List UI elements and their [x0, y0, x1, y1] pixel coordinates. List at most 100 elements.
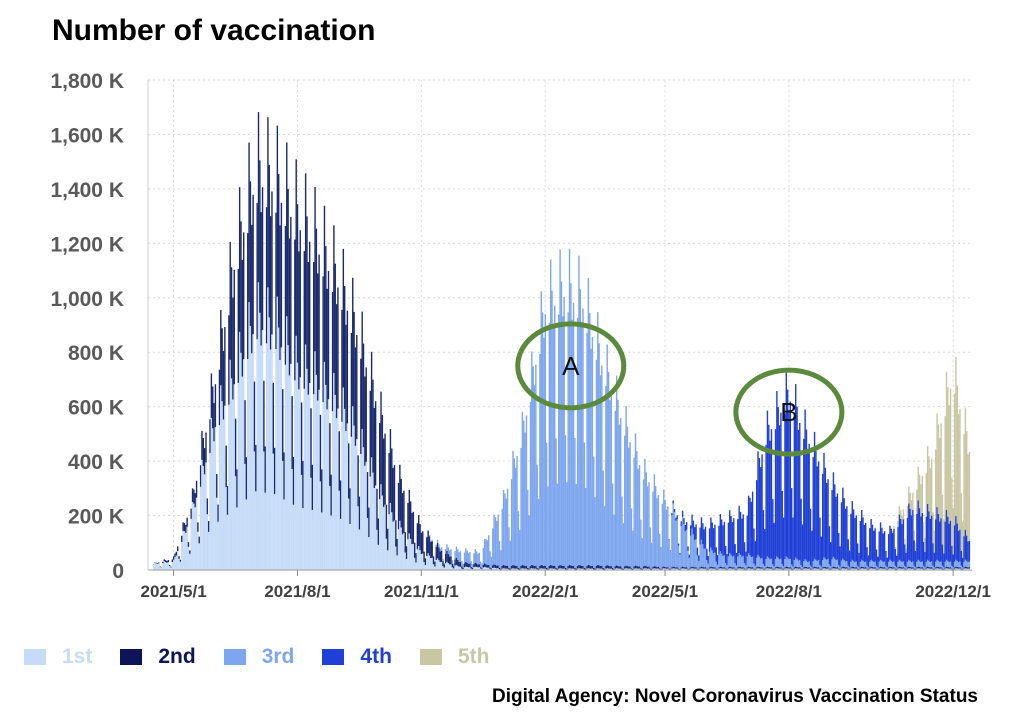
bar-5th	[890, 527, 893, 529]
bar-1st	[391, 512, 393, 570]
bar-1st	[766, 568, 769, 570]
bar-1st	[957, 568, 960, 570]
bar-3rd	[867, 567, 870, 570]
bar-4th	[735, 552, 738, 566]
bar-2nd	[191, 488, 194, 502]
bar-4th	[901, 524, 903, 562]
bar-4th	[677, 543, 680, 546]
bar-3rd	[510, 479, 513, 566]
bar-2nd	[819, 568, 821, 570]
bar-2nd	[567, 565, 569, 569]
bar-1st	[719, 568, 722, 570]
x-tick-label: 2021/5/1	[140, 582, 206, 601]
bar-1st	[901, 568, 903, 570]
bar-1st	[352, 406, 354, 570]
bar-2nd	[551, 565, 553, 569]
bar-2nd	[203, 448, 206, 475]
bar-2nd	[578, 564, 580, 569]
bar-2nd	[571, 565, 573, 569]
bar-3rd	[547, 486, 549, 569]
bar-1st	[354, 445, 357, 570]
bar-3rd	[593, 456, 595, 568]
bar-1st	[234, 476, 237, 570]
bar-4th	[843, 498, 845, 560]
bar-3rd	[889, 559, 891, 567]
bar-1st	[710, 568, 712, 570]
bar-2nd	[466, 562, 468, 567]
bar-1st	[199, 486, 202, 570]
bar-2nd	[595, 565, 598, 569]
bar-2nd	[181, 535, 183, 542]
bar-2nd	[391, 448, 393, 513]
bar-3rd	[860, 559, 863, 567]
bar-1st	[255, 491, 257, 570]
bar-3rd	[622, 523, 625, 569]
bar-3rd	[552, 324, 555, 566]
bar-2nd	[535, 565, 537, 569]
bar-3rd	[586, 332, 588, 566]
bar-1st	[926, 568, 929, 570]
bar-2nd	[484, 563, 486, 567]
bar-3rd	[788, 559, 790, 568]
bar-4th	[720, 519, 723, 554]
bar-4th	[690, 525, 692, 536]
bar-3rd	[953, 561, 956, 568]
bar-4th	[764, 529, 766, 567]
bar-2nd	[712, 567, 715, 569]
bar-3rd	[960, 565, 963, 569]
bar-3rd	[677, 545, 680, 569]
bar-1st	[520, 568, 522, 570]
bar-2nd	[500, 568, 502, 570]
bar-2nd	[838, 568, 840, 570]
bar-4th	[931, 515, 933, 562]
bar-3rd	[961, 567, 964, 570]
bar-2nd	[372, 379, 374, 473]
bar-1st	[156, 563, 159, 570]
bar-2nd	[611, 568, 614, 570]
bar-2nd	[327, 271, 330, 400]
bar-2nd	[416, 523, 419, 550]
bar-3rd	[839, 566, 841, 570]
bar-2nd	[506, 565, 509, 569]
bar-3rd	[501, 508, 503, 566]
bar-2nd	[638, 566, 641, 569]
bar-2nd	[415, 553, 417, 563]
bar-2nd	[586, 565, 588, 569]
bar-4th	[959, 529, 961, 562]
x-axis	[147, 80, 972, 571]
bar-2nd	[615, 565, 618, 569]
bar-1st	[605, 568, 607, 570]
bar-2nd	[558, 565, 560, 569]
bar-2nd	[490, 568, 493, 570]
bar-3rd	[901, 561, 903, 568]
bar-2nd	[625, 565, 627, 569]
bar-1st	[737, 568, 739, 570]
bar-5th	[926, 446, 929, 504]
bar-2nd	[187, 542, 190, 547]
bar-2nd	[598, 565, 600, 569]
bar-4th	[966, 535, 968, 561]
bar-3rd	[564, 435, 567, 568]
bar-1st	[597, 568, 599, 570]
bar-3rd	[591, 337, 594, 566]
bar-3rd	[681, 517, 684, 567]
bar-4th	[883, 531, 886, 562]
bar-3rd	[948, 561, 950, 568]
bar-2nd	[725, 568, 727, 570]
bar-4th	[924, 551, 926, 568]
bar-1st	[607, 568, 610, 570]
bar-3rd	[851, 559, 853, 567]
bar-5th	[921, 475, 923, 513]
bar-1st	[478, 567, 481, 570]
bar-3rd	[865, 561, 867, 568]
bar-3rd	[473, 553, 475, 565]
bar-1st	[423, 562, 425, 570]
bar-3rd	[497, 514, 499, 566]
bar-3rd	[692, 534, 695, 567]
bar-4th	[803, 438, 805, 562]
bar-1st	[175, 555, 178, 570]
bar-2nd	[850, 567, 852, 569]
bar-3rd	[540, 291, 542, 565]
bar-1st	[210, 417, 213, 570]
bar-2nd	[583, 567, 586, 570]
